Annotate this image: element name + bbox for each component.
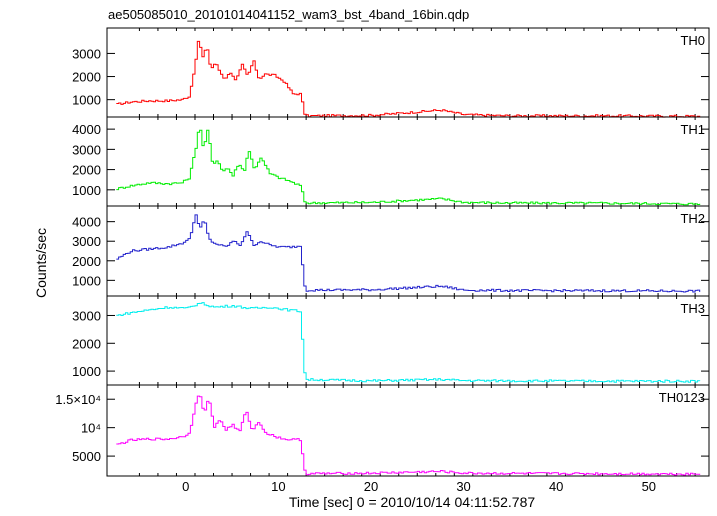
series-line-th0123 — [116, 395, 701, 476]
x-tick-label: 0 — [182, 479, 189, 494]
y-tick-label: 3000 — [72, 46, 101, 61]
series-line-th1 — [116, 129, 701, 206]
panel-th0: 1000 2000 3000 TH0 — [72, 27, 710, 118]
series-line-th0 — [116, 40, 701, 118]
x-axis-label: Time [sec] 0 = 2010/10/14 04:11:52.787 — [289, 494, 536, 510]
y-tick-label: 1000 — [72, 273, 101, 288]
panel-frame — [106, 116, 710, 207]
panel-label: TH2 — [680, 211, 705, 226]
panel-label: TH0 — [680, 33, 705, 48]
y-tick-label: 2000 — [72, 254, 101, 269]
x-tick-label: 10 — [271, 479, 285, 494]
panel-label: TH3 — [680, 301, 705, 316]
panels: 1000 2000 3000 TH0 1000 2000 3000 4000 TH1 1000 20… — [55, 27, 710, 494]
series-line-th2 — [116, 214, 701, 293]
y-tick-label: 1000 — [72, 93, 101, 108]
y-tick-label: 2000 — [72, 163, 101, 178]
y-tick-label: 1000 — [72, 183, 101, 198]
x-tick-label: 30 — [456, 479, 470, 494]
series-line-th3 — [116, 302, 701, 383]
y-tick-label: 3000 — [72, 234, 101, 249]
panel-th0123: 5000 10⁴ 1.5×10⁴ TH0123 — [55, 384, 710, 477]
x-tick-label: 20 — [364, 479, 378, 494]
y-tick-label: 1000 — [72, 364, 101, 379]
y-axis-label: Counts/sec — [33, 228, 49, 298]
y-tick-label: 1.5×10⁴ — [55, 392, 101, 407]
panel-th2: 1000 2000 3000 4000 TH2 — [72, 205, 710, 297]
y-tick-label: 2000 — [72, 70, 101, 85]
x-tick-label: 50 — [642, 479, 656, 494]
panel-th1: 1000 2000 3000 4000 TH1 — [72, 116, 710, 207]
x-tick-label: 40 — [549, 479, 563, 494]
panel-th3: 1000 2000 3000 TH3 — [72, 295, 710, 386]
y-tick-label: 5000 — [72, 449, 101, 464]
panel-label: TH1 — [680, 122, 705, 137]
chart-title: ae505085010_20101014041152_wam3_bst_4ban… — [108, 7, 469, 22]
panel-label: TH0123 — [659, 390, 705, 405]
y-tick-label: 3000 — [72, 308, 101, 323]
y-tick-label: 2000 — [72, 336, 101, 351]
y-tick-label: 4000 — [72, 122, 101, 137]
panel-frame — [106, 384, 710, 477]
y-tick-label: 10⁴ — [81, 421, 101, 436]
panel-frame — [106, 295, 710, 386]
y-tick-label: 3000 — [72, 142, 101, 157]
y-tick-label: 4000 — [72, 215, 101, 230]
